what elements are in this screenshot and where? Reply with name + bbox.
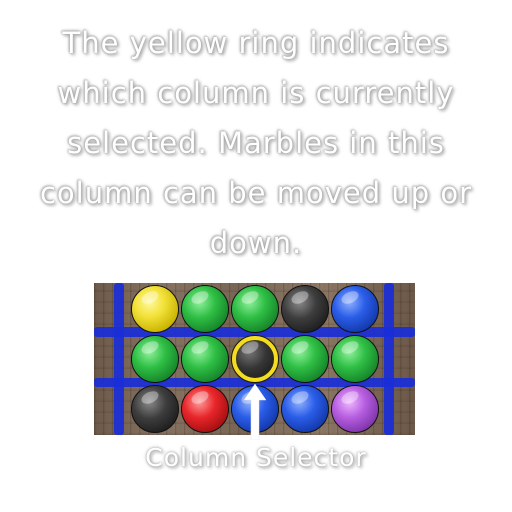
marble-black[interactable]: [131, 385, 179, 433]
marble-yellow[interactable]: [131, 285, 179, 333]
up-arrow-icon: [244, 384, 266, 440]
marble-red[interactable]: [181, 385, 229, 433]
marble-purple[interactable]: [331, 385, 379, 433]
marble-green[interactable]: [181, 335, 229, 383]
grid-line-vertical-left: [114, 283, 124, 435]
marble-green[interactable]: [181, 285, 229, 333]
column-selector-caption: Column Selector: [145, 443, 367, 472]
marble-green[interactable]: [131, 335, 179, 383]
instruction-text: The yellow ring indicates which column i…: [39, 26, 473, 260]
grid-line-vertical-right: [384, 283, 394, 435]
marble-board[interactable]: [94, 283, 415, 435]
marble-green[interactable]: [281, 335, 329, 383]
marble-black[interactable]: [281, 285, 329, 333]
marble-green[interactable]: [331, 335, 379, 383]
marble-blue[interactable]: [281, 385, 329, 433]
selection-ring-icon[interactable]: [232, 336, 278, 382]
marble-green[interactable]: [231, 285, 279, 333]
marble-blue[interactable]: [331, 285, 379, 333]
